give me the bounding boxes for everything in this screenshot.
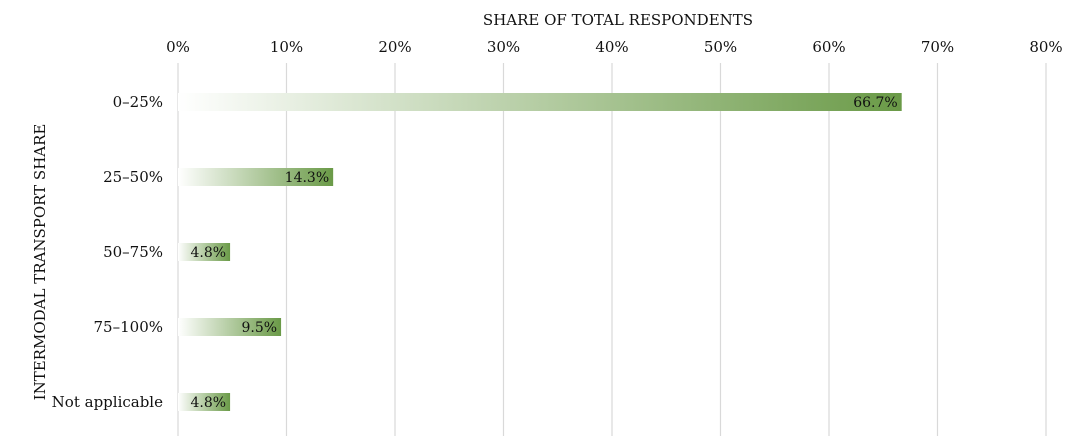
bars (178, 93, 902, 411)
y-tick-label: 25–50% (103, 168, 163, 186)
gridlines (177, 63, 1047, 436)
bar (178, 243, 231, 261)
y-tick-label: Not applicable (52, 393, 163, 411)
x-tick-label: 20% (378, 38, 411, 56)
data-label: 4.8% (191, 395, 227, 411)
x-tick-labels: 0% 10% 20% 30% 40% 50% 60% 70% 80% (166, 38, 1063, 56)
x-tick-label: 30% (487, 38, 520, 56)
y-tick-labels: 0–25% 25–50% 50–75% 75–100% Not applicable (52, 93, 163, 411)
x-tick-label: 70% (921, 38, 954, 56)
y-tick-label: 50–75% (103, 243, 163, 261)
x-tick-label: 50% (704, 38, 737, 56)
x-tick-label: 10% (270, 38, 303, 56)
x-tick-label: 80% (1029, 38, 1062, 56)
data-label: 4.8% (191, 245, 227, 261)
y-tick-label: 75–100% (94, 318, 163, 336)
bar (178, 93, 902, 111)
data-labels: 66.7% 14.3% 4.8% 9.5% 4.8% (191, 95, 898, 411)
x-tick-label: 60% (812, 38, 845, 56)
data-label: 14.3% (285, 170, 329, 186)
bar (178, 318, 282, 336)
data-label: 66.7% (853, 95, 897, 111)
x-tick-label: 40% (595, 38, 628, 56)
x-axis-title: SHARE OF TOTAL RESPONDENTS (483, 11, 753, 29)
bar (178, 393, 231, 411)
bar (178, 168, 334, 186)
y-axis-title: INTERMODAL TRANSPORT SHARE (31, 124, 49, 401)
y-tick-label: 0–25% (113, 93, 163, 111)
x-tick-label: 0% (166, 38, 190, 56)
data-label: 9.5% (241, 320, 277, 336)
